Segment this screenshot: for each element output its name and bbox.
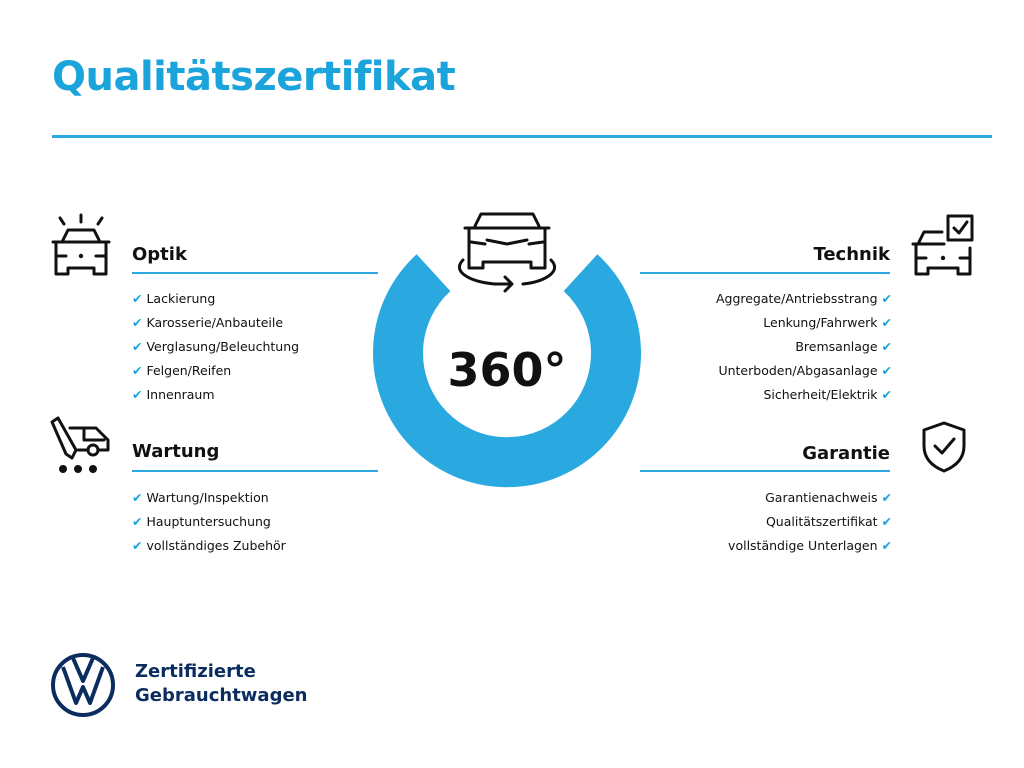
brand-line-2: Gebrauchtwagen	[135, 685, 308, 706]
shield-check-icon	[922, 421, 966, 473]
list-wartung: ✔ Wartung/Inspektion ✔ Hauptuntersuchung…	[132, 486, 286, 558]
check-icon: ✔	[132, 387, 143, 402]
list-item: ✔ Karosserie/Anbauteile	[132, 315, 284, 330]
list-optik: ✔ Lackierung ✔ Karosserie/Anbauteile ✔ V…	[132, 287, 299, 407]
section-heading-optik: Optik	[132, 244, 187, 265]
check-icon: ✔	[881, 315, 892, 330]
list-item: Sicherheit/Elektrik ✔	[763, 387, 892, 402]
title-divider	[52, 135, 992, 138]
section-divider	[132, 272, 378, 274]
list-item: vollständige Unterlagen ✔	[728, 538, 892, 553]
check-icon: ✔	[132, 490, 143, 505]
list-item: ✔ vollständiges Zubehör	[132, 538, 286, 553]
list-item: Qualitätszertifikat ✔	[765, 514, 892, 529]
list-item: Bremsanlage ✔	[795, 339, 892, 354]
car-checkbox-icon	[911, 214, 974, 276]
list-item: ✔ Lackierung	[132, 291, 216, 306]
list-item: ✔ Wartung/Inspektion	[132, 490, 269, 505]
check-icon: ✔	[881, 363, 892, 378]
check-icon: ✔	[132, 339, 143, 354]
check-icon: ✔	[132, 538, 143, 553]
list-technik: Aggregate/Antriebsstrang ✔ Lenkung/Fahrw…	[600, 287, 892, 407]
check-icon: ✔	[881, 339, 892, 354]
check-icon: ✔	[881, 291, 892, 306]
page-title: Qualitätszertifikat	[52, 54, 456, 100]
brand-line-1: Zertifizierte	[135, 661, 256, 682]
check-icon: ✔	[881, 387, 892, 402]
brand-text: Zertifizierte Gebrauchtwagen	[135, 660, 307, 708]
list-item: ✔ Innenraum	[132, 387, 215, 402]
car-rotate-icon	[458, 212, 556, 293]
section-heading-wartung: Wartung	[132, 441, 220, 462]
section-heading-technik: Technik	[813, 244, 890, 265]
list-garantie: Garantienachweis ✔ Qualitätszertifikat ✔…	[600, 486, 892, 558]
section-heading-garantie: Garantie	[802, 443, 890, 464]
check-icon: ✔	[132, 315, 143, 330]
check-icon: ✔	[881, 514, 892, 529]
list-item: ✔ Hauptuntersuchung	[132, 514, 271, 529]
360-check-badge: Gebrauchtwagen-Check 360°	[373, 212, 641, 500]
service-van-icon	[50, 416, 110, 473]
check-icon: ✔	[881, 538, 892, 553]
check-icon: ✔	[132, 514, 143, 529]
list-item: Garantienachweis ✔	[765, 490, 892, 505]
list-item: Aggregate/Antriebsstrang ✔	[715, 291, 892, 306]
vw-logo-icon	[51, 653, 115, 717]
list-item: ✔ Verglasung/Beleuchtung	[132, 339, 300, 354]
car-lights-icon	[51, 213, 111, 276]
section-divider	[640, 272, 890, 274]
list-item: Lenkung/Fahrwerk ✔	[763, 315, 892, 330]
360-label: 360°	[447, 343, 566, 397]
list-item: ✔ Felgen/Reifen	[132, 363, 232, 378]
section-divider	[132, 470, 378, 472]
ring	[373, 254, 641, 488]
check-icon: ✔	[132, 363, 143, 378]
check-icon: ✔	[881, 490, 892, 505]
list-item: Unterboden/Abgasanlage ✔	[718, 363, 892, 378]
section-divider	[640, 470, 890, 472]
check-icon: ✔	[132, 291, 143, 306]
